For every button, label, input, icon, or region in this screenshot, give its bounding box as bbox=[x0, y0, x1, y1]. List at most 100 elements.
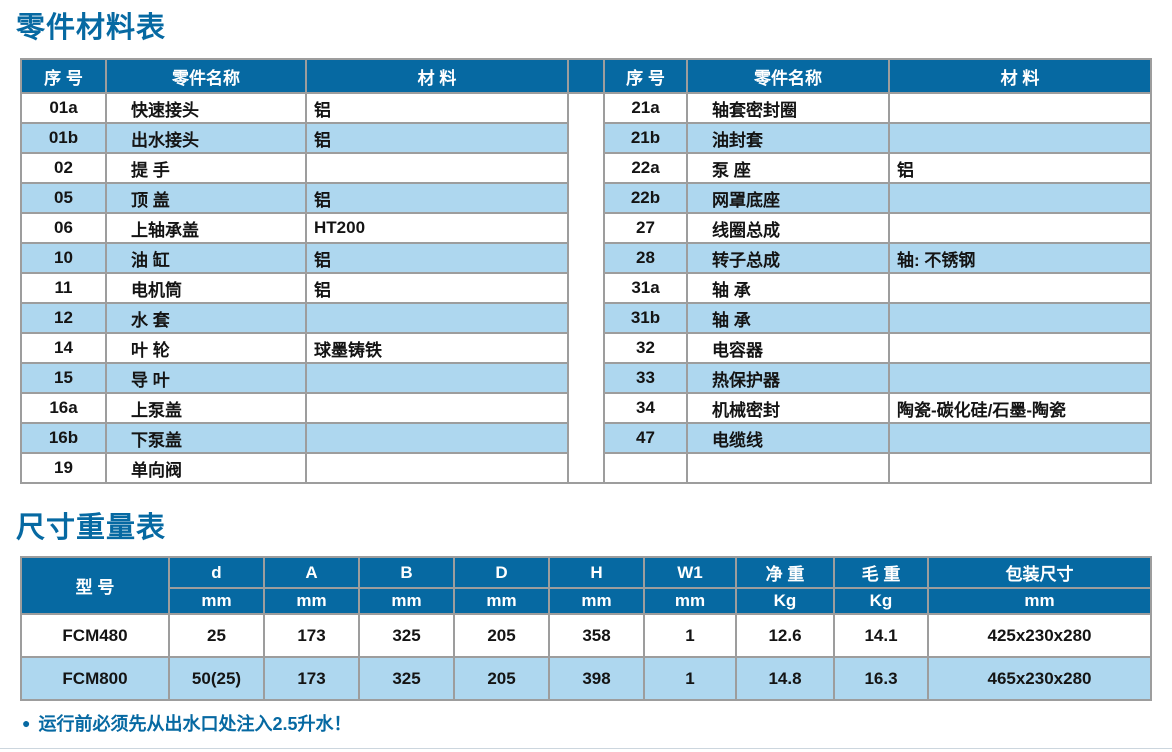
unit-mm: mm bbox=[927, 587, 1152, 615]
part-material: 铝 bbox=[305, 272, 569, 304]
parts-row: 15 导 叶 33 热保护器 bbox=[20, 362, 1152, 394]
header-gap-cell bbox=[567, 58, 605, 94]
part-no: 27 bbox=[603, 212, 688, 244]
part-name: 泵 座 bbox=[686, 152, 890, 184]
part-name: 转子总成 bbox=[686, 242, 890, 274]
parts-row: 01b 出水接头 铝 21b 油封套 bbox=[20, 122, 1152, 154]
value-D: 205 bbox=[453, 656, 550, 701]
part-name bbox=[686, 452, 890, 484]
col-header-name: 零件名称 bbox=[686, 58, 890, 94]
part-material bbox=[888, 272, 1152, 304]
part-material bbox=[888, 362, 1152, 394]
parts-row: 19 单向阀 bbox=[20, 452, 1152, 484]
part-no: 22a bbox=[603, 152, 688, 184]
part-name: 轴套密封圈 bbox=[686, 92, 890, 124]
part-material bbox=[888, 302, 1152, 334]
part-name: 油 缸 bbox=[105, 242, 307, 274]
parts-row: 12 水 套 31b 轴 承 bbox=[20, 302, 1152, 334]
part-material bbox=[305, 302, 569, 334]
col-header-material: 材 料 bbox=[305, 58, 569, 94]
unit-mm: mm bbox=[548, 587, 645, 615]
part-material: 铝 bbox=[888, 152, 1152, 184]
size-table-title: 尺寸重量表 bbox=[16, 512, 167, 544]
part-material bbox=[888, 122, 1152, 154]
parts-header-row: 序 号 零件名称 材 料 序 号 零件名称 材 料 bbox=[20, 58, 1152, 94]
part-no: 31a bbox=[603, 272, 688, 304]
part-no: 22b bbox=[603, 182, 688, 214]
part-material bbox=[888, 422, 1152, 454]
part-material: 铝 bbox=[305, 122, 569, 154]
part-name: 快速接头 bbox=[105, 92, 307, 124]
parts-row: 05 顶 盖 铝 22b 网罩底座 bbox=[20, 182, 1152, 214]
part-no: 15 bbox=[20, 362, 107, 394]
part-name: 电缆线 bbox=[686, 422, 890, 454]
value-gross-weight: 14.1 bbox=[833, 613, 929, 658]
value-W1: 1 bbox=[643, 613, 737, 658]
value-W1: 1 bbox=[643, 656, 737, 701]
page-bottom-divider bbox=[0, 748, 1172, 749]
part-name: 单向阀 bbox=[105, 452, 307, 484]
value-H: 398 bbox=[548, 656, 645, 701]
col-header-W1: W1 bbox=[643, 556, 737, 589]
part-material bbox=[888, 92, 1152, 124]
part-no: 47 bbox=[603, 422, 688, 454]
part-no: 21a bbox=[603, 92, 688, 124]
part-no: 19 bbox=[20, 452, 107, 484]
col-header-name: 零件名称 bbox=[105, 58, 307, 94]
part-material: 球墨铸铁 bbox=[305, 332, 569, 364]
part-name: 提 手 bbox=[105, 152, 307, 184]
part-no: 05 bbox=[20, 182, 107, 214]
col-header-A: A bbox=[263, 556, 360, 589]
part-no: 34 bbox=[603, 392, 688, 424]
part-no: 16b bbox=[20, 422, 107, 454]
size-row: FCM480 25 173 325 205 358 1 12.6 14.1 42… bbox=[20, 613, 1152, 658]
col-header-gross-weight: 毛 重 bbox=[833, 556, 929, 589]
part-name: 出水接头 bbox=[105, 122, 307, 154]
value-D: 205 bbox=[453, 613, 550, 658]
part-no: 16a bbox=[20, 392, 107, 424]
part-no: 01a bbox=[20, 92, 107, 124]
part-no: 06 bbox=[20, 212, 107, 244]
part-material bbox=[888, 452, 1152, 484]
part-name: 水 套 bbox=[105, 302, 307, 334]
part-material: 轴: 不锈钢 bbox=[888, 242, 1152, 274]
table-gap-column bbox=[567, 92, 605, 484]
unit-mm: mm bbox=[453, 587, 550, 615]
col-header-H: H bbox=[548, 556, 645, 589]
part-material: 陶瓷-碳化硅/石墨-陶瓷 bbox=[888, 392, 1152, 424]
value-packing-size: 465x230x280 bbox=[927, 656, 1152, 701]
part-name: 热保护器 bbox=[686, 362, 890, 394]
part-name: 线圈总成 bbox=[686, 212, 890, 244]
warning-note-text: 运行前必须先从出水口处注入2.5升水！ bbox=[38, 714, 352, 734]
value-gross-weight: 16.3 bbox=[833, 656, 929, 701]
part-name: 顶 盖 bbox=[105, 182, 307, 214]
part-name: 电机筒 bbox=[105, 272, 307, 304]
size-header-row-labels: 型 号 d A B D H W1 净 重 毛 重 包装尺寸 bbox=[20, 556, 1152, 615]
parts-table-title: 零件材料表 bbox=[16, 12, 167, 44]
value-net-weight: 14.8 bbox=[735, 656, 835, 701]
col-header-no: 序 号 bbox=[603, 58, 688, 94]
part-no: 14 bbox=[20, 332, 107, 364]
part-material bbox=[305, 392, 569, 424]
model-name: FCM480 bbox=[20, 613, 170, 658]
size-weight-table: 型 号 d A B D H W1 净 重 毛 重 包装尺寸 mm mm mm m… bbox=[20, 556, 1152, 701]
value-A: 173 bbox=[263, 613, 360, 658]
unit-kg: Kg bbox=[735, 587, 835, 615]
part-name: 轴 承 bbox=[686, 272, 890, 304]
part-name: 油封套 bbox=[686, 122, 890, 154]
part-name: 叶 轮 bbox=[105, 332, 307, 364]
parts-row: 02 提 手 22a 泵 座 铝 bbox=[20, 152, 1152, 184]
part-material bbox=[305, 152, 569, 184]
parts-row: 06 上轴承盖 HT200 27 线圈总成 bbox=[20, 212, 1152, 244]
part-no: 12 bbox=[20, 302, 107, 334]
value-net-weight: 12.6 bbox=[735, 613, 835, 658]
part-name: 电容器 bbox=[686, 332, 890, 364]
value-B: 325 bbox=[358, 656, 455, 701]
parts-row: 16b 下泵盖 47 电缆线 bbox=[20, 422, 1152, 454]
col-header-net-weight: 净 重 bbox=[735, 556, 835, 589]
part-no: 32 bbox=[603, 332, 688, 364]
col-header-model: 型 号 bbox=[20, 556, 170, 615]
part-no: 02 bbox=[20, 152, 107, 184]
part-no: 21b bbox=[603, 122, 688, 154]
